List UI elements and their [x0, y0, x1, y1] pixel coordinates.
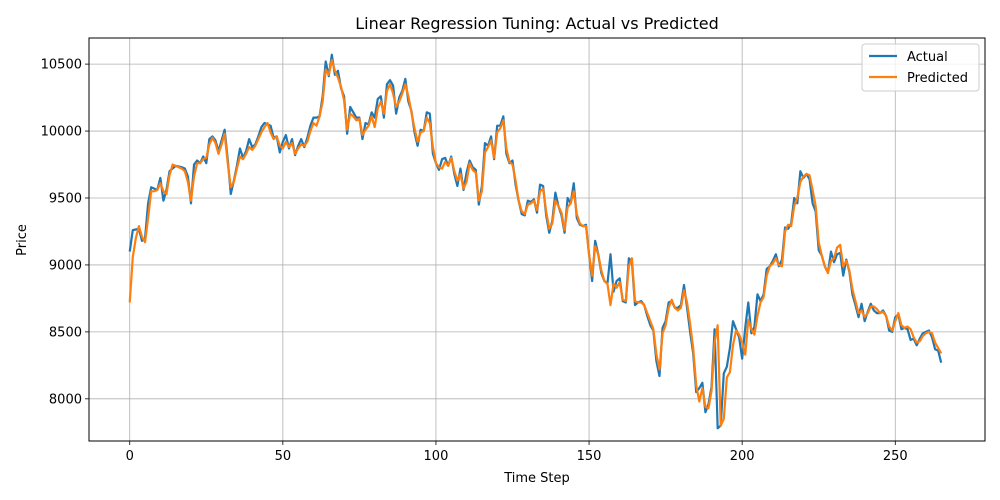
y-tick-label: 10000	[41, 125, 82, 140]
x-axis-label: Time Step	[503, 471, 570, 486]
legend-label-actual: Actual	[907, 50, 948, 65]
x-tick-label: 50	[275, 449, 292, 464]
x-tick-label: 250	[883, 449, 908, 464]
y-tick-label: 8500	[49, 325, 82, 340]
legend-label-predicted: Predicted	[907, 71, 968, 86]
x-tick-label: 200	[730, 449, 755, 464]
y-tick-label: 10500	[41, 58, 82, 73]
x-tick-label: 100	[424, 449, 449, 464]
y-tick-label: 8000	[49, 392, 82, 407]
series-lines	[128, 53, 943, 430]
y-tick-label: 9000	[49, 258, 82, 273]
legend: Actual Predicted	[861, 43, 980, 92]
gridlines	[89, 38, 985, 441]
y-tick-label: 9500	[49, 191, 82, 206]
plot-frame	[88, 37, 986, 442]
chart-title: Linear Regression Tuning: Actual vs Pred…	[355, 14, 718, 33]
y-axis-label: Price	[15, 224, 30, 256]
x-tick-label: 0	[126, 449, 134, 464]
axis-ticks: 0 50 100 150 200 250 8000 8500 9000 9500 10000 1050…	[41, 58, 908, 464]
series-line-predicted	[128, 58, 943, 427]
x-tick-label: 150	[577, 449, 602, 464]
